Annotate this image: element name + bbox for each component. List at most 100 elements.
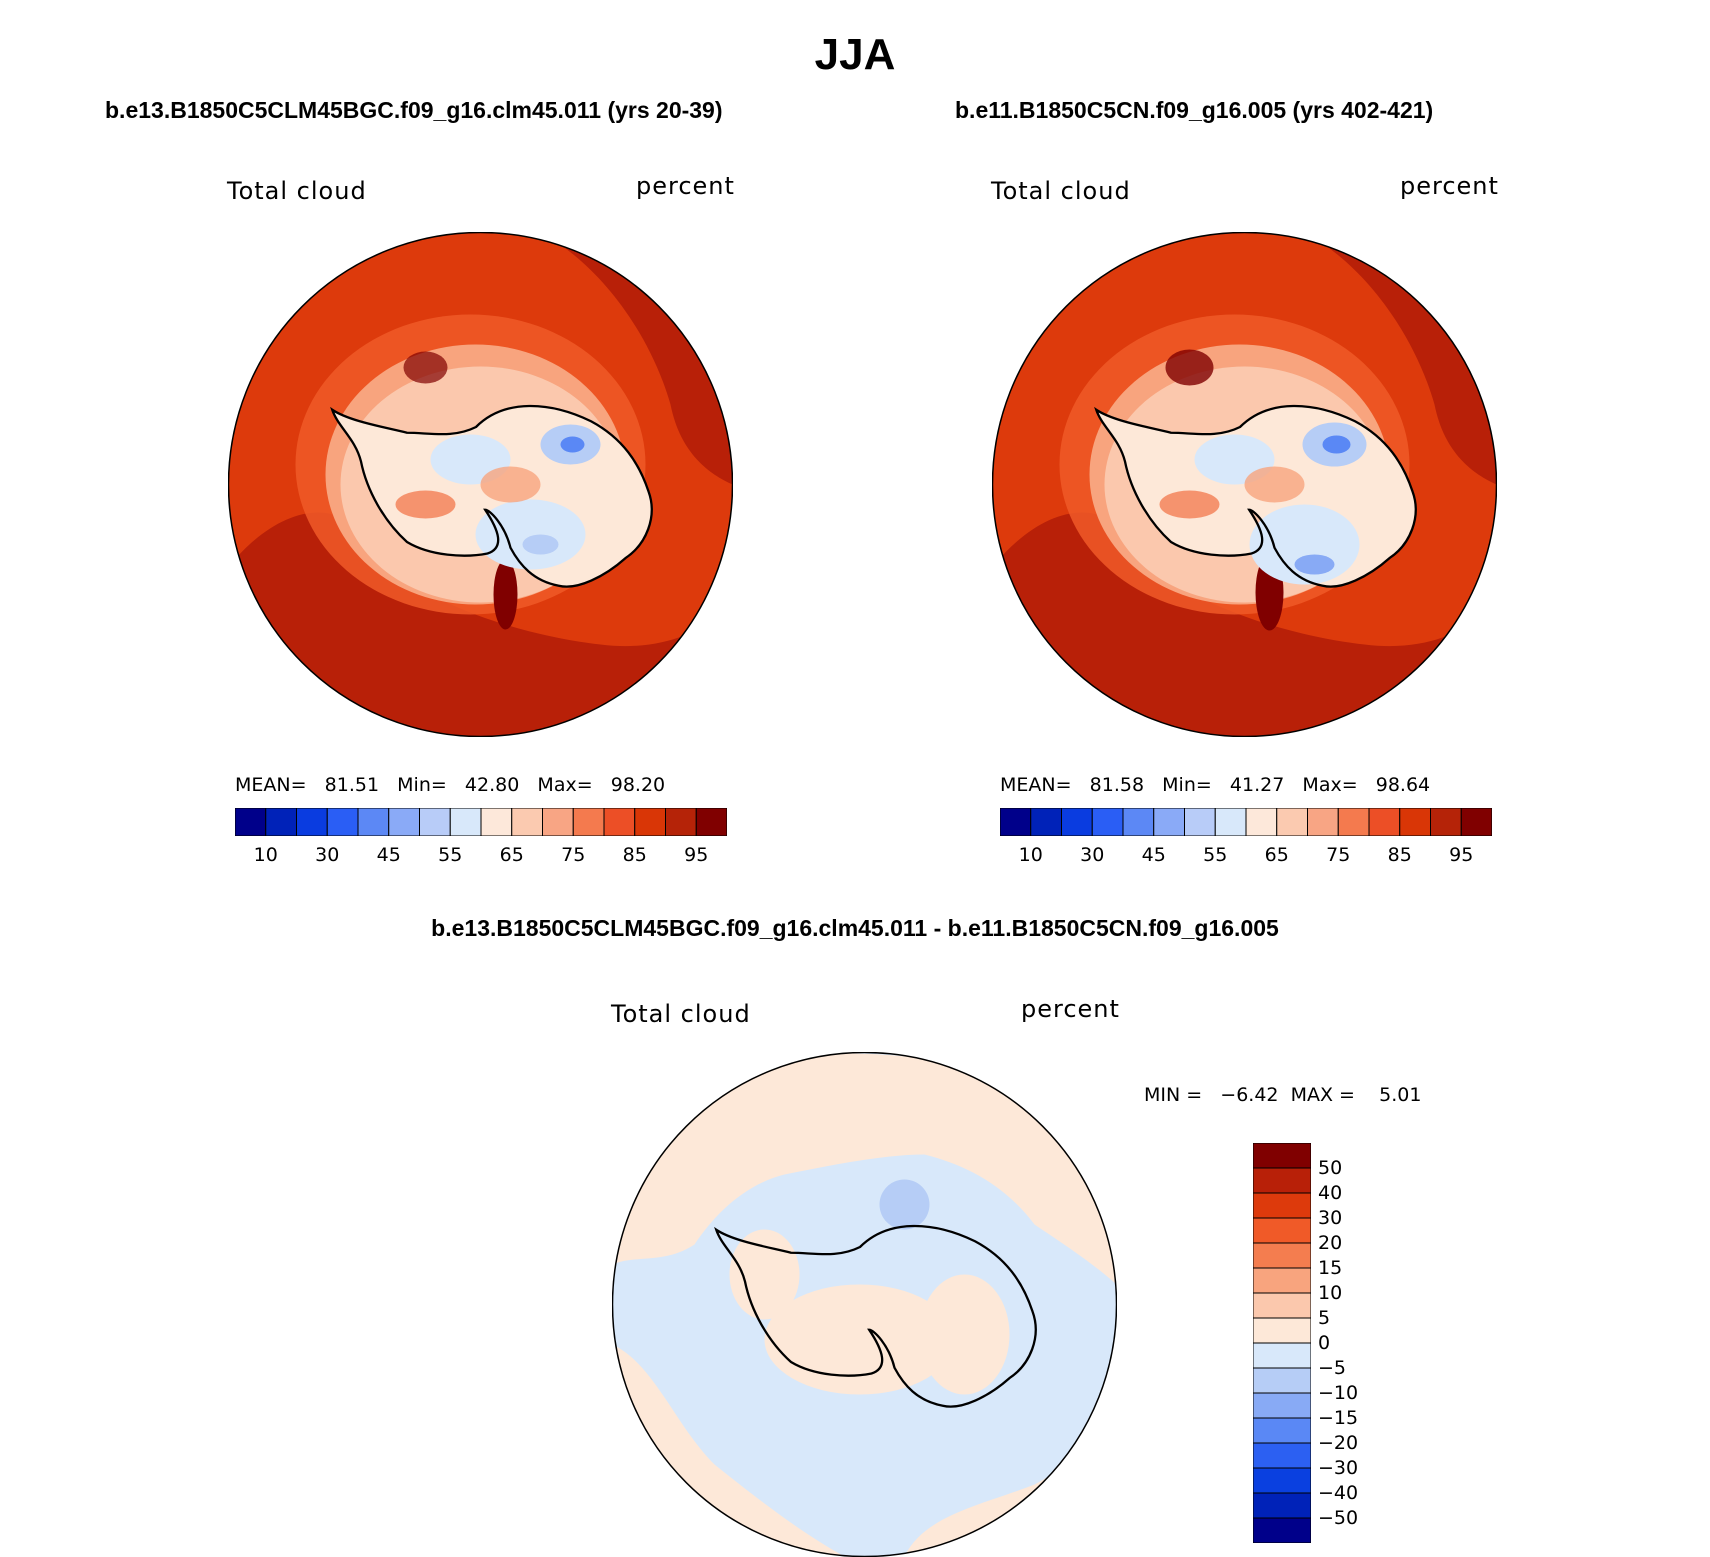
colorbar-box (357, 808, 390, 836)
colorbar-tick-label: −5 (1318, 1357, 1347, 1379)
colorbar-tick-label: 75 (1326, 844, 1351, 866)
colorbar-box (1253, 1517, 1311, 1543)
colorbar-box (265, 808, 297, 836)
panel2-units-label: percent (1400, 172, 1499, 200)
panel1-variable-label: Total cloud (227, 177, 367, 205)
diff-stats: MIN = −6.42 MAX = 5.01 (1144, 1084, 1422, 1106)
colorbar-box (1253, 1317, 1311, 1344)
colorbar-box (1430, 808, 1462, 836)
colorbar-box (1276, 808, 1308, 836)
panel2-case-title: b.e11.B1850C5CN.f09_g16.005 (yrs 402-421… (955, 97, 1434, 123)
colorbar-box (1460, 808, 1492, 836)
colorbar-tick-label: 5 (1318, 1307, 1331, 1329)
colorbar-tick-label: −50 (1318, 1507, 1359, 1529)
colorbar-box (1253, 1167, 1311, 1194)
colorbar-box (1245, 808, 1278, 836)
colorbar-tick-label: 95 (1449, 844, 1474, 866)
colorbar-box (1253, 1467, 1311, 1494)
colorbar-tick-label: 10 (1018, 844, 1043, 866)
colorbar-box (1253, 1217, 1311, 1244)
colorbar-box (1253, 1292, 1311, 1319)
panel1-colorbar (235, 808, 727, 836)
colorbar-box (634, 808, 666, 836)
diff-variable-label: Total cloud (611, 1000, 751, 1028)
colorbar-box (1253, 1417, 1311, 1444)
colorbar-box (1061, 808, 1093, 836)
colorbar-tick-label: 10 (253, 844, 278, 866)
colorbar-box (449, 808, 482, 836)
colorbar-box (1000, 808, 1032, 836)
colorbar-box (665, 808, 697, 836)
colorbar-tick-label: 55 (438, 844, 463, 866)
colorbar-box (1091, 808, 1124, 836)
colorbar-box (235, 808, 267, 836)
colorbar-tick-label: −20 (1318, 1432, 1359, 1454)
panel2-colorbar (1000, 808, 1492, 836)
colorbar-box (1253, 1367, 1311, 1394)
colorbar-box (1307, 808, 1339, 836)
panel1-stats: MEAN= 81.51 Min= 42.80 Max= 98.20 (235, 774, 666, 796)
colorbar-box (511, 808, 543, 836)
colorbar-box (1214, 808, 1247, 836)
colorbar-tick-label: 10 (1318, 1282, 1343, 1304)
diff-colorbar-ticks: 50 40 30 20 15 10 5 0 −5 −10 −15 −20 −30 −40 −50 (1318, 1143, 1398, 1543)
colorbar-box (1253, 1492, 1311, 1519)
colorbar-tick-label: 65 (1264, 844, 1289, 866)
panel1-colorbar-ticks: 10 30 45 55 65 75 85 95 (235, 844, 727, 868)
panel1-units-label: percent (636, 172, 735, 200)
colorbar-box (603, 808, 636, 836)
panel2-stats: MEAN= 81.58 Min= 41.27 Max= 98.64 (1000, 774, 1431, 796)
colorbar-tick-label: 45 (1141, 844, 1166, 866)
panel2-colorbar-ticks: 10 30 45 55 65 75 85 95 (1000, 844, 1492, 868)
panel1-case-title: b.e13.B1850C5CLM45BGC.f09_g16.clm45.011 … (105, 97, 723, 123)
colorbar-box (1030, 808, 1062, 836)
diff-polar-map (612, 1052, 1117, 1557)
colorbar-box (1253, 1267, 1311, 1294)
main-title: JJA (814, 30, 896, 79)
colorbar-box (1253, 1342, 1311, 1369)
colorbar-tick-label: 45 (376, 844, 401, 866)
colorbar-tick-label: 50 (1318, 1157, 1343, 1179)
colorbar-box (1368, 808, 1401, 836)
panel2-variable-label: Total cloud (991, 177, 1131, 205)
colorbar-tick-label: −15 (1318, 1407, 1359, 1429)
colorbar-tick-label: 65 (499, 844, 524, 866)
colorbar-box (542, 808, 574, 836)
colorbar-box (1253, 1143, 1311, 1169)
colorbar-box (572, 808, 605, 836)
colorbar-box (419, 808, 451, 836)
diff-colorbar (1253, 1143, 1311, 1543)
colorbar-tick-label: 55 (1203, 844, 1228, 866)
colorbar-tick-label: 40 (1318, 1182, 1343, 1204)
colorbar-tick-label: 20 (1318, 1232, 1343, 1254)
colorbar-box (1337, 808, 1370, 836)
colorbar-box (1122, 808, 1155, 836)
colorbar-box (1253, 1442, 1311, 1469)
colorbar-box (388, 808, 420, 836)
colorbar-box (1253, 1392, 1311, 1419)
colorbar-tick-label: 30 (1318, 1207, 1343, 1229)
colorbar-tick-label: 75 (561, 844, 586, 866)
colorbar-tick-label: −10 (1318, 1382, 1359, 1404)
colorbar-tick-label: 85 (1387, 844, 1412, 866)
colorbar-tick-label: 85 (622, 844, 647, 866)
colorbar-tick-label: −30 (1318, 1457, 1359, 1479)
colorbar-tick-label: 0 (1318, 1332, 1331, 1354)
colorbar-box (480, 808, 513, 836)
colorbar-tick-label: 30 (315, 844, 340, 866)
colorbar-box (296, 808, 328, 836)
colorbar-box (1253, 1192, 1311, 1219)
colorbar-box (695, 808, 727, 836)
colorbar-box (1399, 808, 1431, 836)
panel2-polar-map (992, 232, 1497, 737)
diff-units-label: percent (1021, 995, 1120, 1023)
colorbar-tick-label: 95 (684, 844, 709, 866)
panel1-polar-map (228, 232, 733, 737)
colorbar-box (1153, 808, 1185, 836)
colorbar-tick-label: 30 (1080, 844, 1105, 866)
colorbar-box (326, 808, 359, 836)
colorbar-tick-label: −40 (1318, 1482, 1359, 1504)
colorbar-box (1253, 1242, 1311, 1269)
colorbar-box (1184, 808, 1216, 836)
diff-case-title: b.e13.B1850C5CLM45BGC.f09_g16.clm45.011 … (431, 915, 1279, 941)
